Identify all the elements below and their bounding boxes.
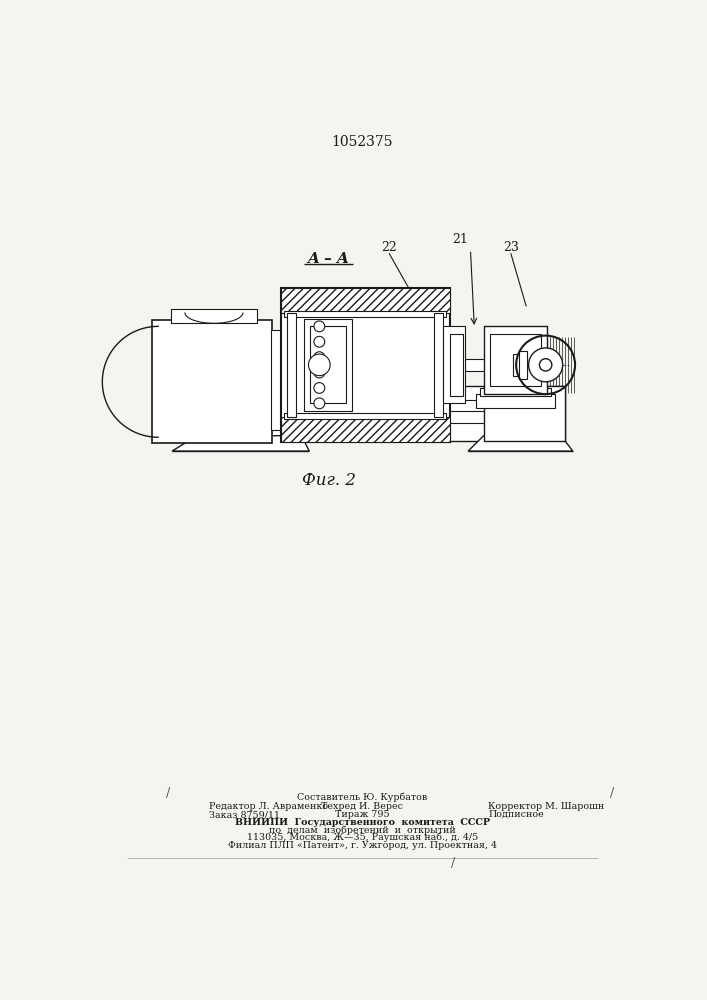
Circle shape xyxy=(314,383,325,393)
Bar xyxy=(287,312,296,417)
Bar xyxy=(476,394,555,408)
Bar xyxy=(519,351,527,379)
Circle shape xyxy=(314,321,325,332)
Circle shape xyxy=(314,398,325,409)
Circle shape xyxy=(529,348,563,382)
Bar xyxy=(450,334,464,396)
Bar xyxy=(490,334,541,386)
Text: Редактор Л. Авраменко: Редактор Л. Авраменко xyxy=(209,802,328,811)
Bar xyxy=(152,320,272,443)
Circle shape xyxy=(308,354,330,376)
Bar xyxy=(513,354,527,376)
Bar xyxy=(171,309,257,323)
Text: по  делам  изобретений  и  открытий: по делам изобретений и открытий xyxy=(269,825,456,835)
Circle shape xyxy=(539,359,552,371)
Bar xyxy=(443,326,465,403)
Bar xyxy=(484,386,565,441)
Polygon shape xyxy=(468,436,573,451)
Text: Тираж 795: Тираж 795 xyxy=(335,810,390,819)
Bar xyxy=(281,288,450,442)
Bar xyxy=(304,319,352,411)
Bar xyxy=(281,417,450,442)
Bar xyxy=(271,330,281,430)
Text: 113035, Москва, Ж—35, Раушская наб., д. 4/5: 113035, Москва, Ж—35, Раушская наб., д. … xyxy=(247,833,478,842)
Text: Фиг. 2: Фиг. 2 xyxy=(302,472,356,489)
Text: Заказ 8759/11: Заказ 8759/11 xyxy=(209,810,280,819)
Bar xyxy=(484,326,547,394)
Text: 21: 21 xyxy=(452,233,468,246)
Text: /: / xyxy=(609,787,614,800)
Circle shape xyxy=(314,336,325,347)
Bar xyxy=(284,413,445,419)
Text: 22: 22 xyxy=(381,241,397,254)
Bar xyxy=(284,311,445,317)
Circle shape xyxy=(314,367,325,378)
Text: Филиал ПЛП «Патент», г. Ужгород, ул. Проектная, 4: Филиал ПЛП «Патент», г. Ужгород, ул. Про… xyxy=(228,841,497,850)
Bar xyxy=(310,326,346,403)
Text: /: / xyxy=(165,787,170,800)
Bar xyxy=(281,288,450,312)
Circle shape xyxy=(314,352,325,363)
Polygon shape xyxy=(172,436,309,451)
Text: 23: 23 xyxy=(503,241,519,254)
Text: Подписное: Подписное xyxy=(489,810,544,819)
Text: ВНИИПИ  Государственного  комитета  СССР: ВНИИПИ Государственного комитета СССР xyxy=(235,818,490,827)
Text: 1052375: 1052375 xyxy=(331,135,392,149)
Text: A – A: A – A xyxy=(308,252,349,266)
Text: Техред И. Верес: Техред И. Верес xyxy=(322,802,403,811)
Bar xyxy=(434,312,443,417)
Text: /: / xyxy=(450,857,455,870)
Bar xyxy=(166,386,565,441)
Text: Корректор М. Шарошн: Корректор М. Шарошн xyxy=(489,802,604,811)
Bar xyxy=(465,359,507,371)
Text: Составитель Ю. Курбатов: Составитель Ю. Курбатов xyxy=(297,793,428,802)
Bar xyxy=(166,374,309,386)
Bar xyxy=(480,388,551,396)
